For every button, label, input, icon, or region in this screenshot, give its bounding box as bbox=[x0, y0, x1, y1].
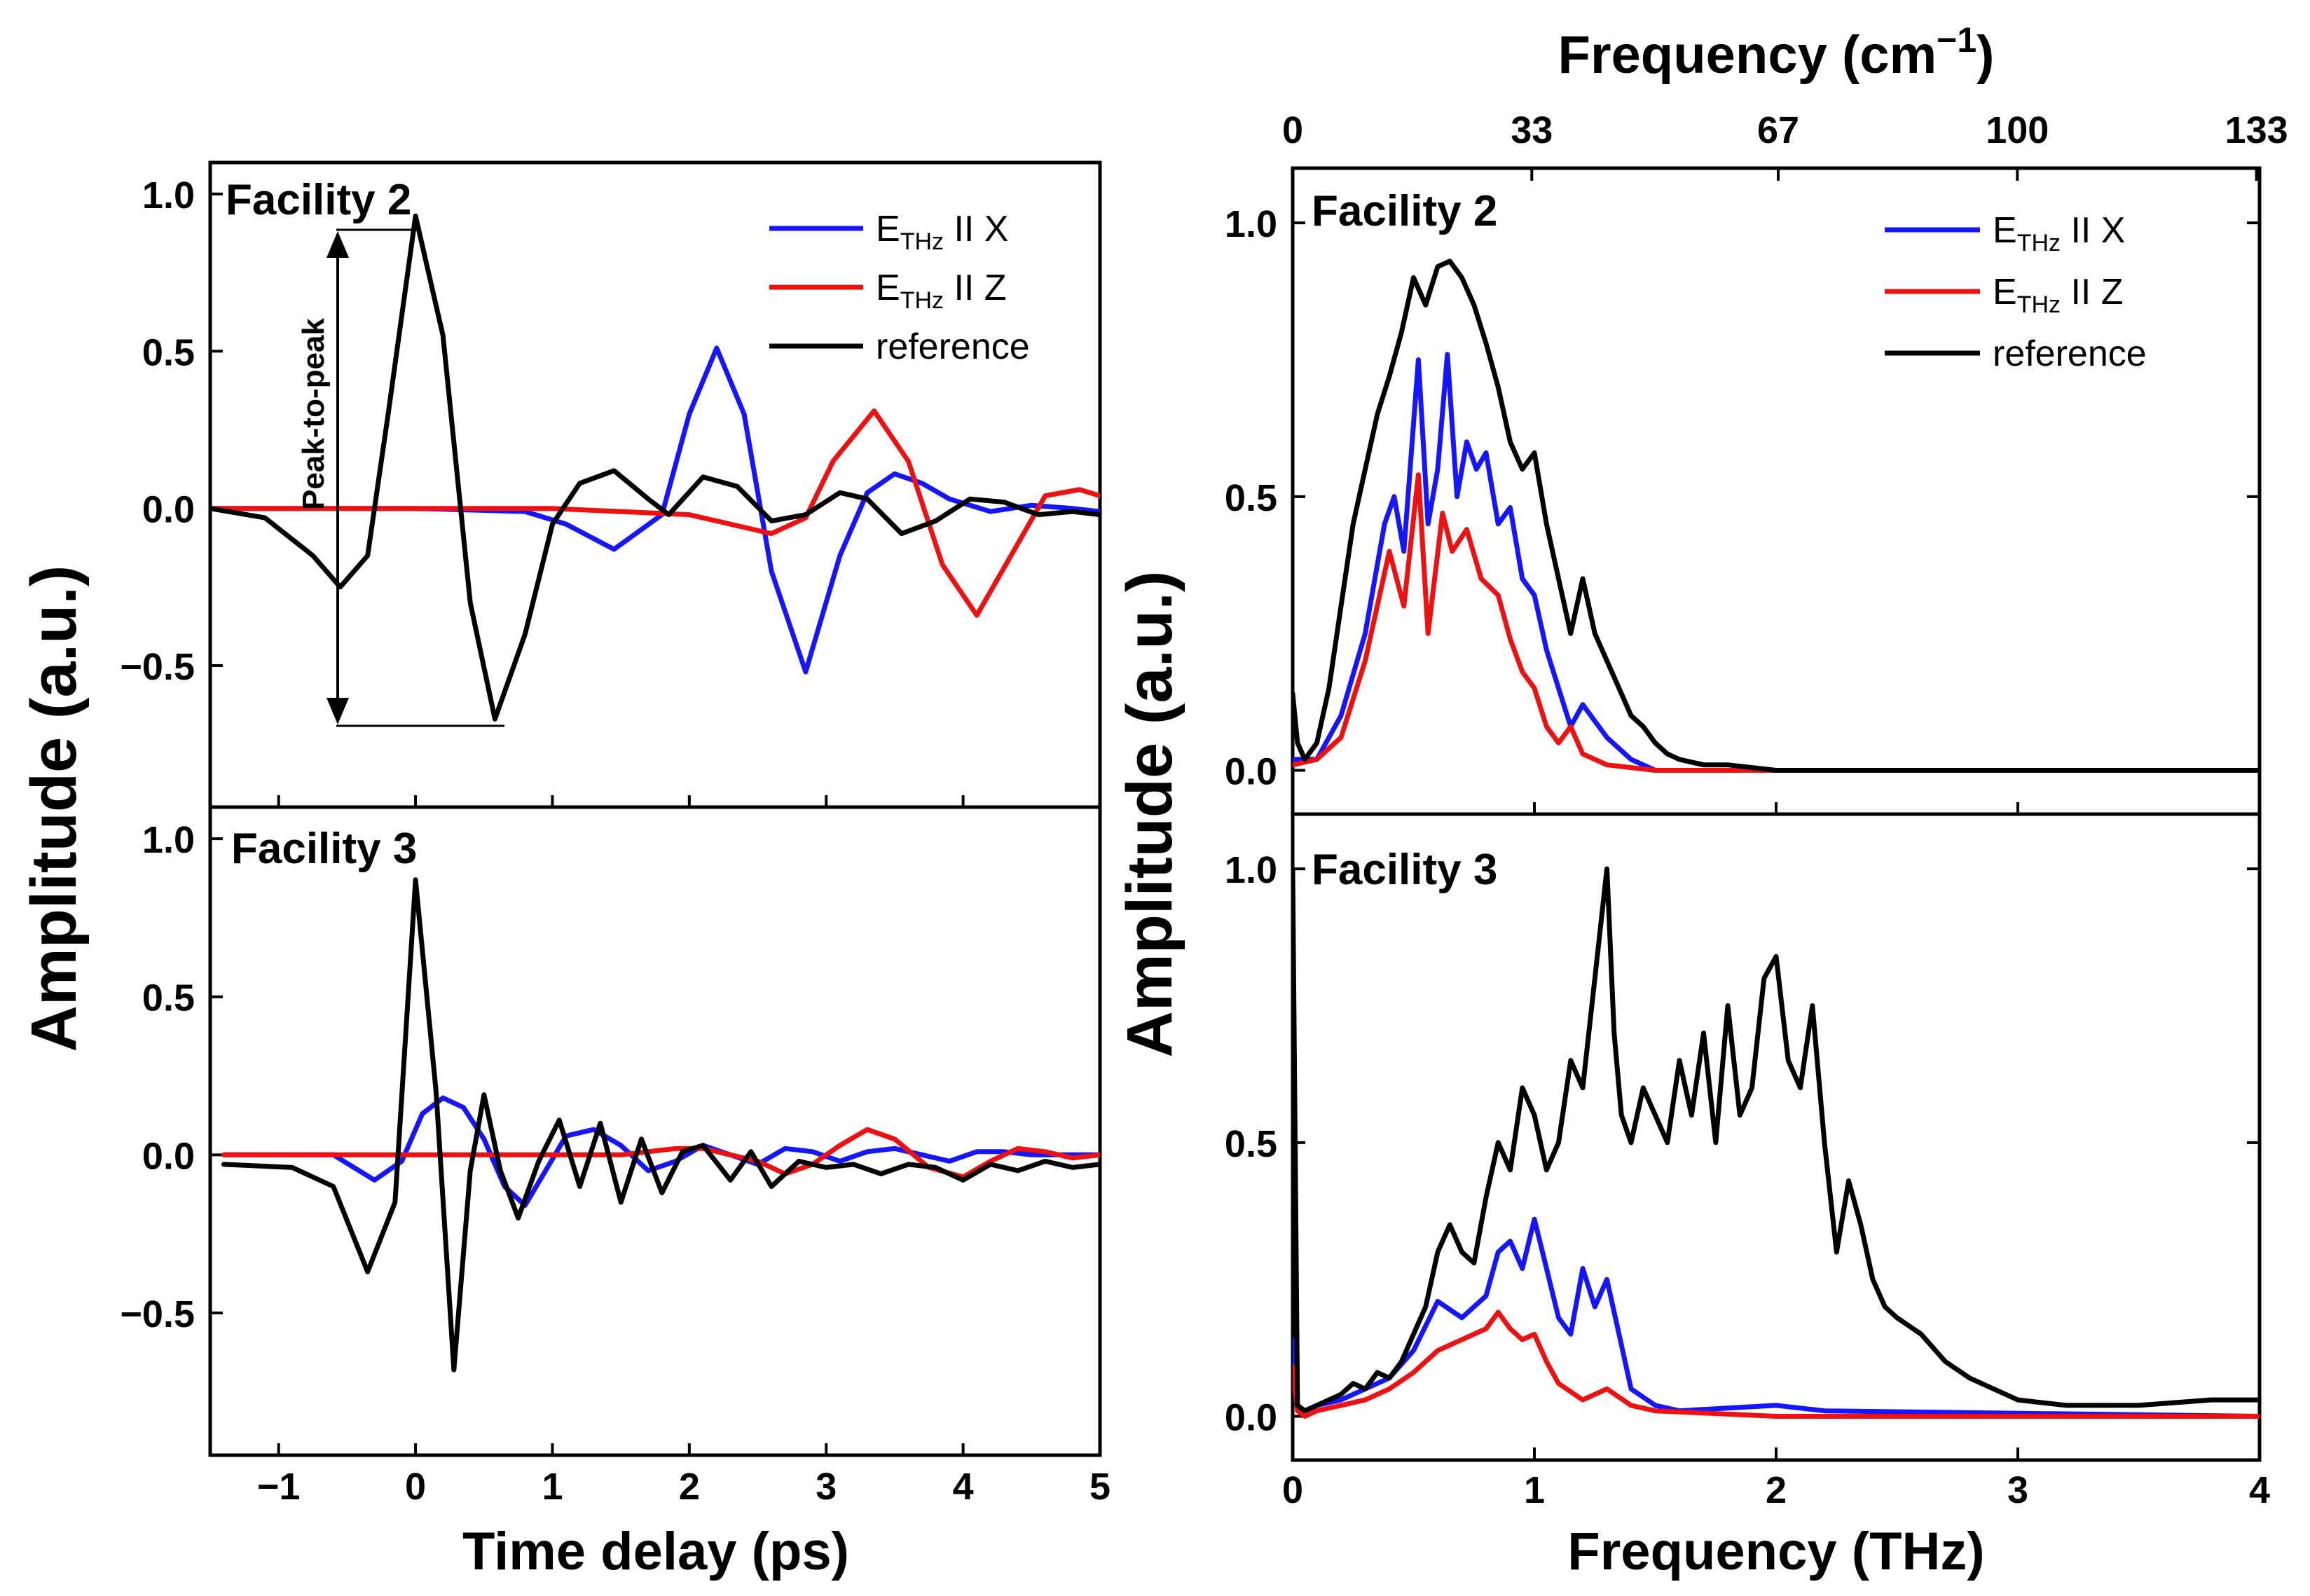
freq-x-tick-label: 1 bbox=[1524, 1469, 1545, 1511]
series-z-line bbox=[221, 1127, 1100, 1180]
time-y-tick-label: 0.0 bbox=[142, 1135, 195, 1177]
freq-y-tick-label: 1.0 bbox=[1225, 203, 1277, 245]
time-legend: ETHz II X ETHz II Z reference bbox=[769, 209, 1030, 367]
freq-top-tick-label: 133 bbox=[2225, 109, 2288, 151]
series-reference-line bbox=[210, 213, 1100, 722]
time-x-tick-label: 2 bbox=[679, 1466, 700, 1508]
peak-to-peak-label: Peak-to-peak bbox=[296, 318, 331, 510]
freq-facility-2-series-group bbox=[1293, 259, 2260, 773]
freq-facility-3-series-group bbox=[1293, 866, 2260, 1419]
axis-ticks: −1 0 1 2 3 4 5 1.0 0.5 0.0 −0.5 1.0 0.5 0.0 −0.5 0 1 2 3 4 0… bbox=[120, 109, 2288, 1511]
freq-facility-3-label: Facility 3 bbox=[1312, 846, 1497, 894]
freq-x-tick-label: 2 bbox=[1766, 1469, 1787, 1511]
freq-top-tick-label: 33 bbox=[1511, 109, 1553, 151]
time-bottom-frame bbox=[208, 805, 1102, 1457]
time-y-tick-label: −0.5 bbox=[120, 646, 195, 688]
legend-reference-label: reference bbox=[876, 326, 1030, 367]
series-x-line bbox=[1293, 352, 2260, 773]
freq-top-tick-label: 0 bbox=[1282, 109, 1303, 151]
freq-x-tick-label: 3 bbox=[2007, 1469, 2028, 1511]
time-x-tick-label: 0 bbox=[405, 1466, 426, 1508]
peak-to-peak-annotation: Peak-to-peak bbox=[296, 228, 504, 727]
time-facility-3-label: Facility 3 bbox=[231, 825, 417, 873]
peak-arrow-down bbox=[326, 698, 349, 724]
legend-x-label: ETHz II X bbox=[876, 209, 1009, 255]
legend-z-label: ETHz II Z bbox=[1993, 272, 2124, 318]
time-x-tick-label: 3 bbox=[816, 1466, 837, 1508]
time-facility-2-label: Facility 2 bbox=[226, 176, 411, 224]
freq-bottom-frame bbox=[1291, 812, 2262, 1462]
data-curves bbox=[210, 213, 2260, 1419]
freq-y-tick-label: 0.5 bbox=[1225, 477, 1277, 519]
series-z-line bbox=[1293, 1309, 2260, 1419]
time-x-tick-label: 1 bbox=[542, 1466, 563, 1508]
legend-z-label: ETHz II Z bbox=[876, 268, 1007, 314]
freq-y-tick-label: 0.0 bbox=[1225, 1396, 1277, 1438]
time-top-frame bbox=[208, 160, 1102, 809]
time-x-tick-label: 4 bbox=[953, 1466, 974, 1508]
legend-reference-label: reference bbox=[1993, 333, 2147, 374]
freq-top-tick-label: 67 bbox=[1757, 109, 1799, 151]
series-z-line bbox=[210, 408, 1100, 618]
peak-arrow-up bbox=[326, 231, 349, 258]
freq-y-axis-label: Amplitude (a.u.) bbox=[1114, 570, 1185, 1057]
time-y-tick-label: 0.5 bbox=[142, 331, 195, 373]
time-y-axis-label: Amplitude (a.u.) bbox=[18, 565, 90, 1052]
series-x-line bbox=[1293, 1216, 2260, 1419]
freq-legend: ETHz II X ETHz II Z reference bbox=[1885, 210, 2147, 374]
time-x-tick-label: −1 bbox=[257, 1466, 301, 1508]
freq-x-axis-label: Frequency (THz) bbox=[1567, 1522, 1984, 1581]
time-y-tick-label: −0.5 bbox=[120, 1293, 195, 1335]
freq-top-tick-label: 100 bbox=[1986, 109, 2049, 151]
time-y-tick-label: 0.0 bbox=[142, 489, 195, 531]
freq-top-axis-label: Frequency (cm−1) bbox=[1558, 20, 1995, 85]
freq-y-tick-label: 0.5 bbox=[1225, 1123, 1277, 1165]
series-reference-line bbox=[1293, 866, 2260, 1414]
series-z-line bbox=[1293, 472, 2260, 773]
freq-x-tick-label: 4 bbox=[2249, 1469, 2270, 1511]
freq-y-tick-label: 0.0 bbox=[1225, 750, 1277, 792]
freq-facility-2-label: Facility 2 bbox=[1312, 187, 1497, 235]
time-x-axis-label: Time delay (ps) bbox=[462, 1522, 849, 1581]
time-y-tick-label: 1.0 bbox=[142, 174, 195, 216]
series-x-line bbox=[210, 345, 1100, 675]
time-facility-2-series-group bbox=[210, 213, 1100, 722]
time-y-tick-label: 0.5 bbox=[142, 977, 195, 1019]
series-reference-line bbox=[1293, 259, 2260, 773]
series-reference-line bbox=[221, 877, 1100, 1373]
time-y-tick-label: 1.0 bbox=[142, 819, 195, 861]
freq-x-tick-label: 0 bbox=[1282, 1469, 1303, 1511]
time-x-tick-label: 5 bbox=[1089, 1466, 1111, 1508]
freq-y-tick-label: 1.0 bbox=[1225, 849, 1277, 891]
time-facility-3-series-group bbox=[221, 877, 1100, 1373]
legend-x-label: ETHz II X bbox=[1993, 210, 2126, 256]
